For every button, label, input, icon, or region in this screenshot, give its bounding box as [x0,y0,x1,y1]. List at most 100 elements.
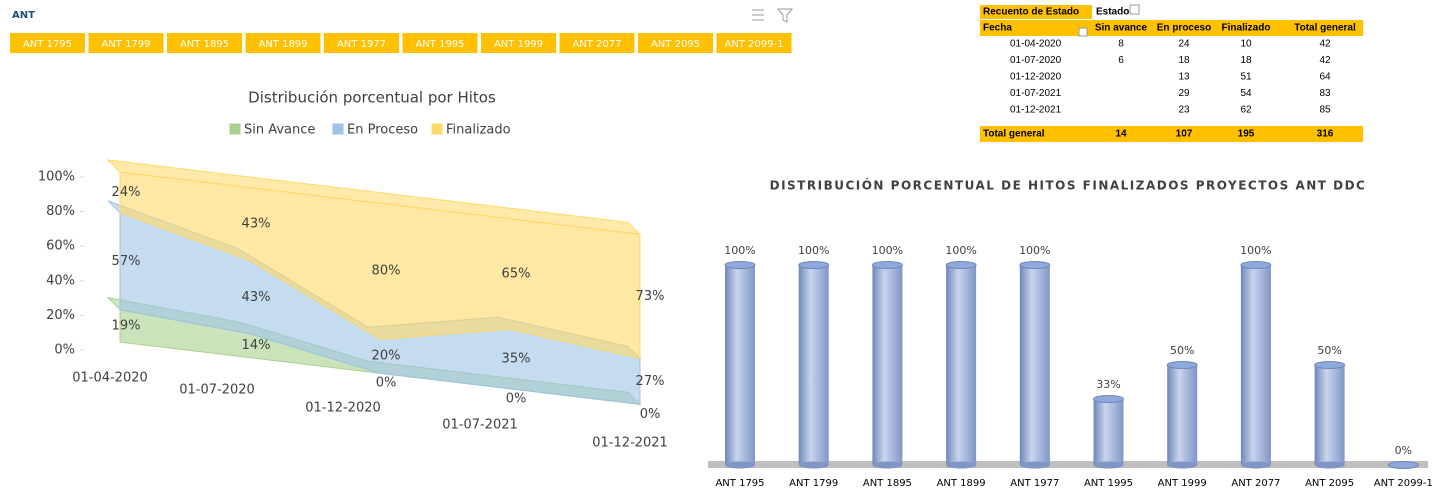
slicer-item[interactable]: ANT 1799 [101,39,150,50]
pivot-cell: 29 [1178,88,1190,99]
data-label: 27% [636,374,665,389]
pivot-total: 107 [1176,129,1193,140]
slicer-button[interactable] [245,33,321,53]
slicer-item[interactable]: ANT 1977 [337,39,386,50]
pivot-label: Estado [1096,7,1129,18]
bar [1093,399,1124,465]
slicer-icons[interactable] [752,8,794,23]
floor [708,461,1428,468]
pivot-cell: 83 [1319,88,1331,99]
pivot-total: Total general [983,129,1045,140]
pivot-cell: 54 [1240,88,1252,99]
x-tick-label: ANT 2099-1 [1374,478,1433,489]
bar-top [1387,461,1419,469]
bar-top [1093,395,1124,403]
pivot-total-bg [980,126,1363,142]
pivot-cell: 01-12-2021 [1010,105,1062,116]
x-tick-label: ANT 2077 [1231,478,1280,489]
pivot-cell: 01-12-2020 [1010,72,1062,83]
pivot-cell: 8 [1118,39,1124,50]
slicer-button[interactable] [167,33,242,53]
slicer-button[interactable] [559,33,635,53]
data-label: 19% [112,318,141,333]
bar [1167,365,1198,465]
bar-base [1314,461,1345,469]
slicer-button[interactable] [481,33,556,53]
slicer-item[interactable]: ANT 2095 [651,39,700,50]
x-tick-label: ANT 1795 [715,478,764,489]
slicer-button[interactable] [88,33,164,53]
legend-label: Finalizado [446,123,511,138]
slicer-item[interactable]: ANT 1999 [494,39,543,50]
bar-top [1240,261,1272,269]
y-tick-label: 80% [46,204,75,219]
pivot-cell: 01-07-2021 [1010,88,1062,99]
area [119,171,641,360]
pivot-cell: 42 [1319,39,1331,50]
data-label: 100% [872,244,903,257]
slicer-item[interactable]: ANT 2077 [572,39,621,50]
data-label: 100% [724,244,755,257]
pivot-header-bg [980,20,1363,36]
chart-title: Distribución porcentual por Hitos [248,89,496,107]
filter-button[interactable] [1129,4,1140,15]
x-tick-label: ANT 1995 [1084,478,1133,489]
bar [1314,365,1345,465]
pivot-cell: 62 [1240,105,1252,116]
slicer-item[interactable]: ANT 2099-1 [724,39,783,50]
bar [946,265,977,465]
bar-top [798,261,830,269]
bar-base [798,461,829,469]
bar-base [872,461,903,469]
data-label: 35% [502,352,531,367]
pivot-cell: 13 [1178,72,1190,83]
bar-base [946,461,977,469]
bar-top [945,261,977,269]
slicer-button[interactable] [402,33,478,53]
slicer-button[interactable] [324,33,399,53]
legend-swatch [431,123,443,135]
x-tick-label: 01-12-2021 [592,436,668,451]
chart-title: DISTRIBUCIÓN PORCENTUAL DE HITOS FINALIZ… [770,178,1367,193]
data-label: 20% [372,349,401,364]
bar-base [725,461,755,469]
data-label: 73% [636,289,665,304]
slicer-item[interactable]: ANT 1995 [415,39,464,50]
data-label: 50% [1317,344,1341,357]
slicer-item[interactable]: ANT 1899 [258,39,307,50]
slicer-item[interactable]: ANT 1895 [180,39,229,50]
pivot-cell: 64 [1319,72,1331,83]
slicer-item[interactable]: ANT 1795 [23,39,72,50]
bar-top [724,261,756,269]
x-tick-label: ANT 1799 [789,478,838,489]
bar [725,265,755,465]
data-label: 33% [1096,378,1120,391]
pivot-cell: 10 [1240,39,1252,50]
pivot-header: Finalizado [1222,23,1271,34]
pivot-header: Sin avance [1095,23,1148,34]
data-label: 100% [945,244,976,257]
pivot-cell: 18 [1178,55,1190,66]
bar [1019,265,1050,465]
legend-label: Sin Avance [244,123,315,138]
bar-base [1167,461,1198,469]
clear-filter-icon[interactable] [776,8,794,23]
pivot-total: 316 [1317,129,1334,140]
pivot-cell: 42 [1319,55,1331,66]
pivot-header: Total general [1294,23,1356,34]
x-tick-label: 01-07-2020 [179,383,255,398]
slicer-button[interactable] [638,33,713,53]
slicer-button[interactable] [716,33,792,53]
pivot-cell: 18 [1240,55,1252,66]
slicer-button[interactable] [10,33,85,53]
filter-button[interactable] [1078,27,1088,37]
bar-top [1166,361,1198,369]
multi-select-icon[interactable] [752,9,764,21]
data-label: 100% [1240,244,1271,257]
pivot-cell: 51 [1240,72,1252,83]
data-label: 0% [1395,444,1412,457]
x-tick-label: 01-04-2020 [72,371,148,386]
data-label: 65% [502,267,531,282]
y-tick-label: 20% [46,308,75,323]
